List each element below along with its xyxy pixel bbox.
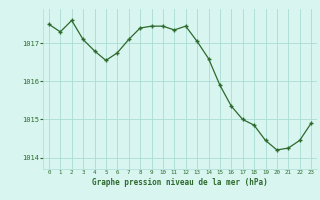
X-axis label: Graphe pression niveau de la mer (hPa): Graphe pression niveau de la mer (hPa) <box>92 178 268 187</box>
